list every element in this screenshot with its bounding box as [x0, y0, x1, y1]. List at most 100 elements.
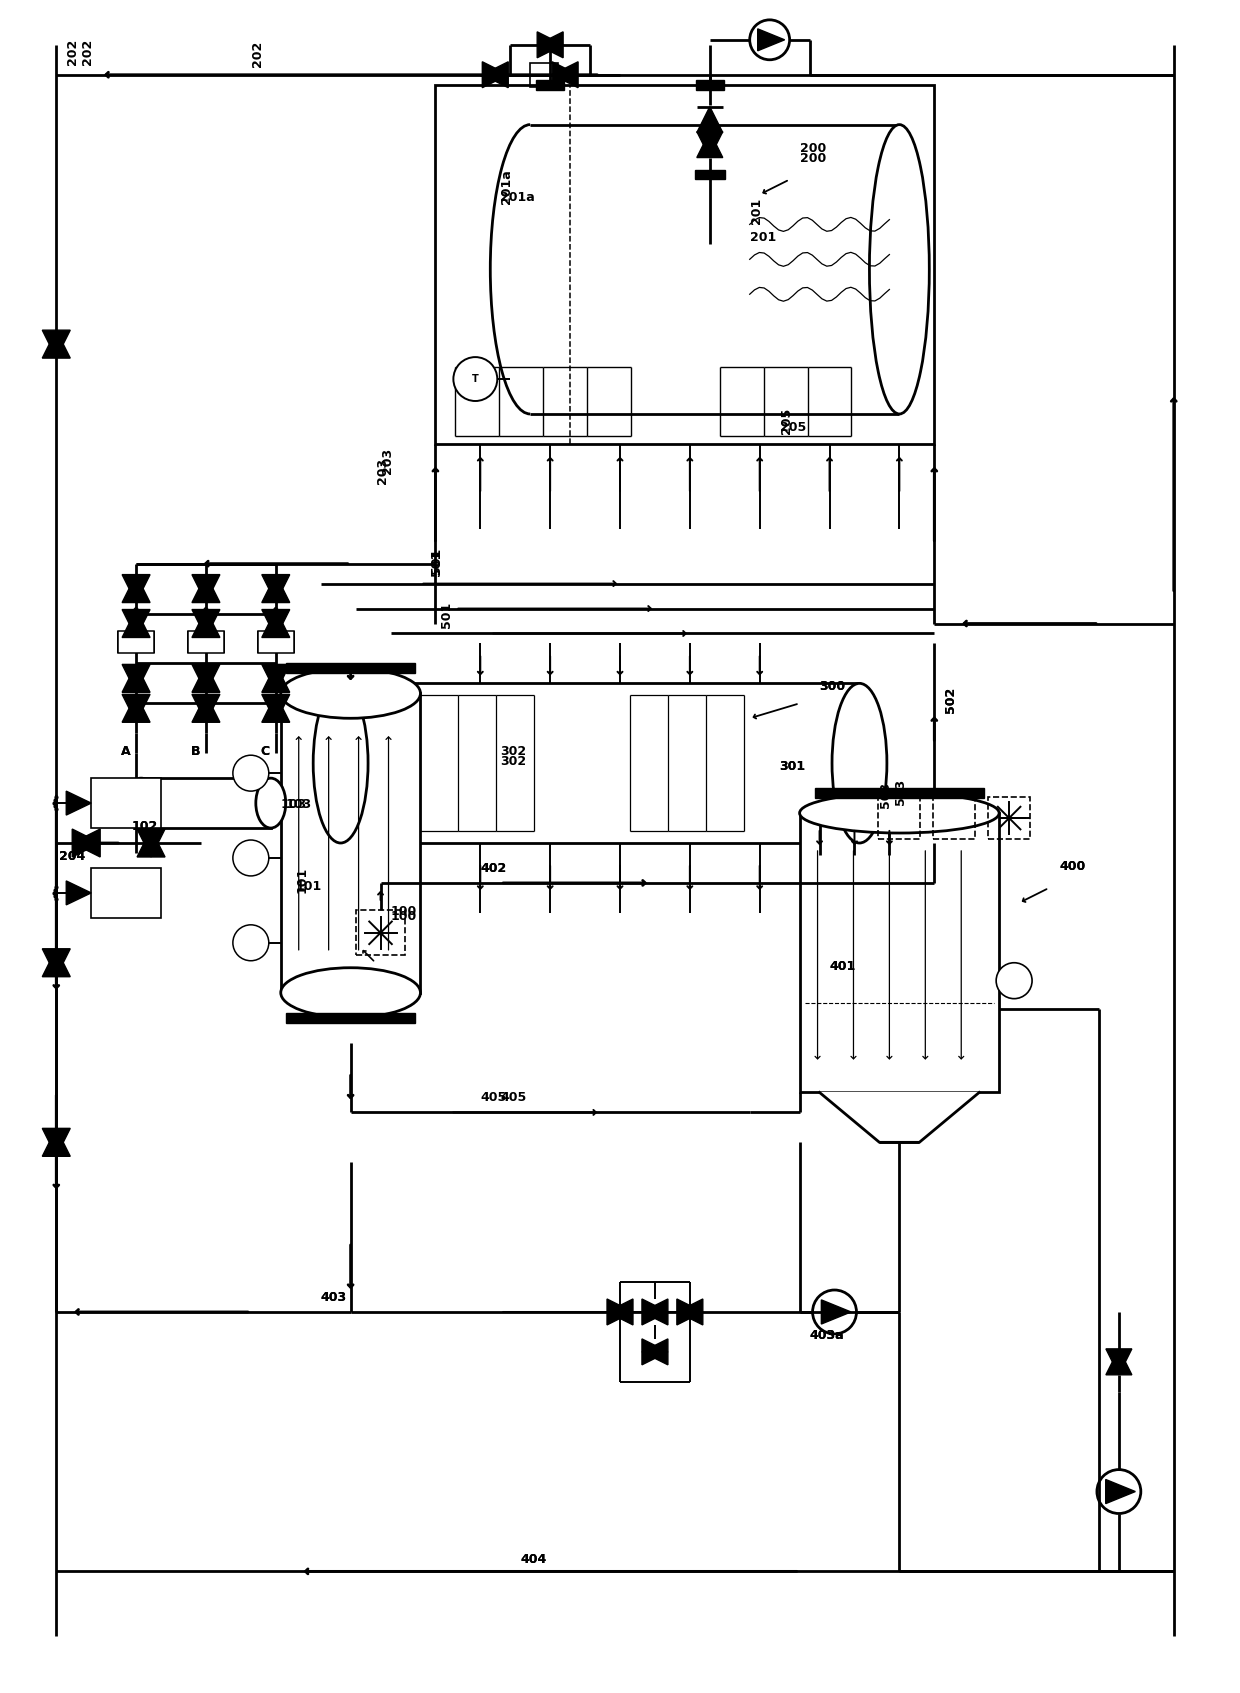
- Text: 201a: 201a: [500, 169, 513, 205]
- Polygon shape: [192, 694, 219, 723]
- Polygon shape: [122, 694, 150, 723]
- Polygon shape: [537, 32, 563, 58]
- Polygon shape: [192, 574, 219, 603]
- Text: 400: 400: [1059, 860, 1085, 874]
- Text: 203: 203: [376, 457, 388, 484]
- Ellipse shape: [280, 968, 420, 1017]
- Polygon shape: [42, 1128, 71, 1156]
- Text: 501: 501: [430, 547, 444, 574]
- Circle shape: [233, 924, 269, 960]
- Ellipse shape: [800, 792, 999, 833]
- Text: A: A: [122, 745, 130, 758]
- Polygon shape: [262, 694, 290, 723]
- Text: 102: 102: [131, 819, 157, 833]
- Bar: [285, 1012, 415, 1023]
- Text: 201: 201: [750, 198, 763, 225]
- Text: 205: 205: [780, 422, 806, 433]
- Text: 300: 300: [820, 681, 846, 694]
- Polygon shape: [122, 609, 150, 638]
- Polygon shape: [1106, 1349, 1132, 1375]
- Polygon shape: [262, 574, 290, 603]
- Bar: [141, 779, 270, 828]
- Polygon shape: [122, 664, 150, 692]
- Polygon shape: [192, 609, 219, 638]
- Polygon shape: [66, 791, 92, 814]
- Text: 202: 202: [250, 41, 264, 66]
- Text: 103: 103: [280, 797, 306, 811]
- Text: 204: 204: [60, 850, 86, 863]
- Polygon shape: [677, 1299, 703, 1326]
- Text: 204: 204: [60, 850, 86, 863]
- Polygon shape: [122, 574, 150, 603]
- Polygon shape: [1106, 1349, 1132, 1375]
- Polygon shape: [1106, 1480, 1136, 1503]
- Text: 401: 401: [830, 960, 856, 973]
- Text: 201a: 201a: [500, 191, 534, 205]
- Text: A: A: [122, 745, 130, 758]
- Bar: [258, 631, 294, 653]
- Polygon shape: [262, 609, 290, 638]
- Polygon shape: [138, 830, 165, 857]
- Bar: [188, 631, 224, 653]
- Bar: [92, 869, 161, 918]
- Bar: [988, 797, 1030, 840]
- Circle shape: [233, 840, 269, 875]
- Polygon shape: [192, 694, 219, 723]
- Polygon shape: [642, 1299, 668, 1326]
- Circle shape: [454, 357, 497, 401]
- Bar: [934, 797, 975, 840]
- Polygon shape: [42, 948, 71, 977]
- Bar: [92, 779, 161, 828]
- Polygon shape: [262, 574, 290, 603]
- Polygon shape: [192, 664, 219, 692]
- Polygon shape: [42, 948, 71, 977]
- Bar: [356, 911, 405, 955]
- Polygon shape: [697, 132, 723, 157]
- Text: 200: 200: [800, 152, 826, 164]
- Ellipse shape: [832, 684, 887, 843]
- Text: 202: 202: [81, 39, 94, 64]
- Polygon shape: [482, 61, 508, 88]
- Text: 301: 301: [780, 760, 806, 774]
- Text: C: C: [260, 745, 270, 758]
- Text: 503: 503: [879, 782, 893, 808]
- Polygon shape: [677, 1299, 703, 1326]
- Text: 201: 201: [750, 232, 776, 244]
- Polygon shape: [138, 830, 165, 857]
- Bar: [800, 813, 999, 1092]
- Text: 402: 402: [480, 862, 507, 875]
- Text: 403: 403: [321, 1292, 347, 1304]
- Bar: [536, 80, 564, 90]
- Text: B: B: [191, 745, 201, 758]
- Ellipse shape: [255, 779, 285, 828]
- Polygon shape: [192, 574, 219, 603]
- Text: B: B: [191, 745, 201, 758]
- Text: 403a: 403a: [810, 1329, 844, 1343]
- Circle shape: [996, 963, 1032, 999]
- Polygon shape: [122, 694, 150, 723]
- Polygon shape: [697, 132, 723, 157]
- Polygon shape: [821, 1300, 851, 1324]
- Ellipse shape: [126, 779, 156, 828]
- Polygon shape: [642, 1339, 668, 1365]
- Text: C: C: [260, 745, 270, 758]
- Text: 403: 403: [321, 1292, 347, 1304]
- Bar: [118, 631, 154, 653]
- Text: 405: 405: [480, 1092, 507, 1104]
- Polygon shape: [192, 609, 219, 638]
- Text: 501: 501: [430, 549, 444, 576]
- Polygon shape: [262, 664, 290, 692]
- Text: 101: 101: [295, 867, 309, 892]
- Text: 300: 300: [820, 681, 846, 694]
- Text: 200: 200: [800, 142, 826, 154]
- Text: 100: 100: [391, 904, 417, 918]
- Bar: [696, 80, 724, 90]
- Text: 401: 401: [830, 960, 856, 973]
- Bar: [694, 169, 724, 179]
- Text: 502: 502: [945, 687, 957, 713]
- Text: 503: 503: [894, 779, 908, 806]
- Polygon shape: [42, 1128, 71, 1156]
- Polygon shape: [42, 330, 71, 359]
- Bar: [280, 694, 420, 992]
- Text: 101: 101: [295, 880, 322, 892]
